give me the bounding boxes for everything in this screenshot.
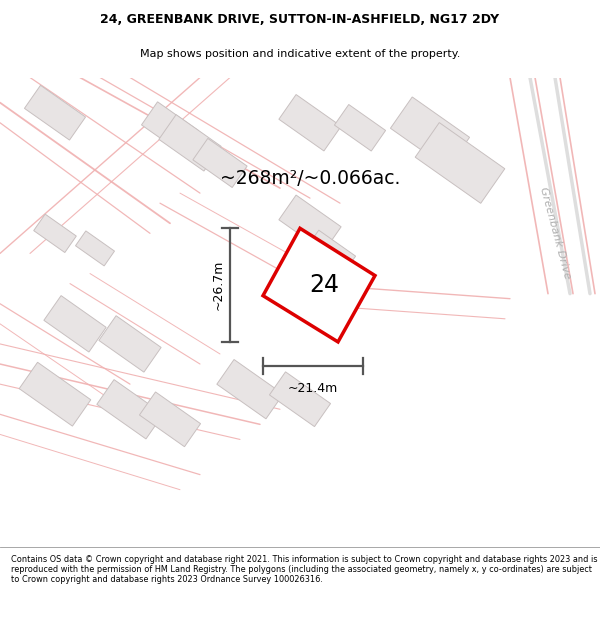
Polygon shape <box>99 316 161 372</box>
Polygon shape <box>44 296 106 352</box>
Polygon shape <box>193 138 247 188</box>
Text: ~268m²/~0.066ac.: ~268m²/~0.066ac. <box>220 169 400 187</box>
Polygon shape <box>304 230 356 277</box>
Polygon shape <box>391 97 470 169</box>
Text: Greenbank Drive: Greenbank Drive <box>538 186 572 281</box>
Polygon shape <box>139 392 200 447</box>
Polygon shape <box>334 104 386 151</box>
Polygon shape <box>269 372 331 427</box>
Polygon shape <box>279 195 341 251</box>
Text: 24, GREENBANK DRIVE, SUTTON-IN-ASHFIELD, NG17 2DY: 24, GREENBANK DRIVE, SUTTON-IN-ASHFIELD,… <box>100 13 500 26</box>
Text: ~21.4m: ~21.4m <box>288 382 338 394</box>
Text: 24: 24 <box>309 273 339 298</box>
Polygon shape <box>34 214 76 253</box>
Text: Contains OS data © Crown copyright and database right 2021. This information is : Contains OS data © Crown copyright and d… <box>11 554 597 584</box>
Polygon shape <box>97 379 163 439</box>
Polygon shape <box>415 122 505 203</box>
Polygon shape <box>19 362 91 426</box>
Polygon shape <box>142 102 199 154</box>
Polygon shape <box>217 359 283 419</box>
Polygon shape <box>263 228 375 342</box>
Polygon shape <box>159 114 221 171</box>
Text: ~26.7m: ~26.7m <box>212 260 224 310</box>
Polygon shape <box>25 85 86 140</box>
Polygon shape <box>76 231 115 266</box>
Polygon shape <box>279 94 341 151</box>
Text: Map shows position and indicative extent of the property.: Map shows position and indicative extent… <box>140 49 460 59</box>
